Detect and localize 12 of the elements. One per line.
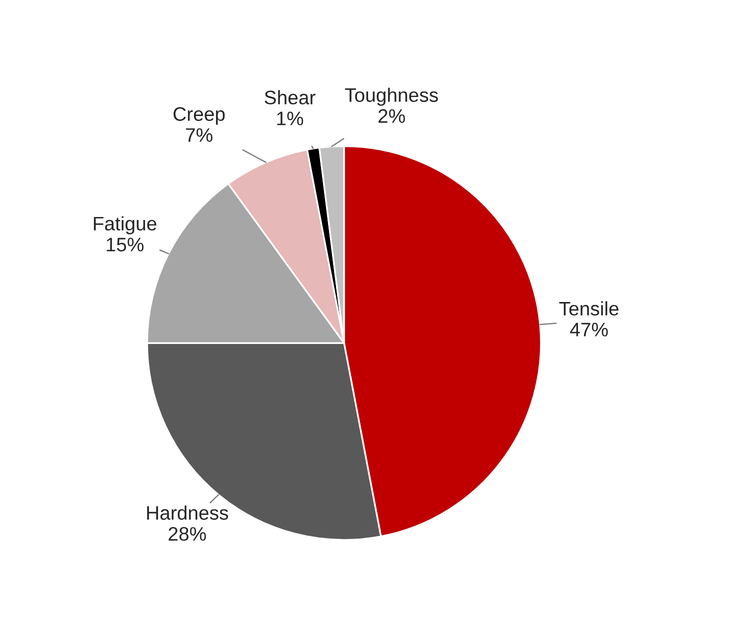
slice-label: Toughness (345, 88, 438, 106)
data-label: 47% (570, 322, 608, 336)
slice-label: Shear (264, 90, 316, 104)
slice-label: Fatigue (94, 216, 156, 234)
slice-label: Tensile (559, 301, 618, 316)
data-label: 7% (186, 128, 212, 142)
data-label: 1% (277, 112, 304, 126)
slice-label: Creep (174, 107, 225, 125)
data-label: 15% (106, 238, 144, 252)
data-label: 2% (378, 109, 405, 123)
data-label: 28% (168, 526, 206, 541)
slice-label: Hardness (147, 506, 228, 520)
